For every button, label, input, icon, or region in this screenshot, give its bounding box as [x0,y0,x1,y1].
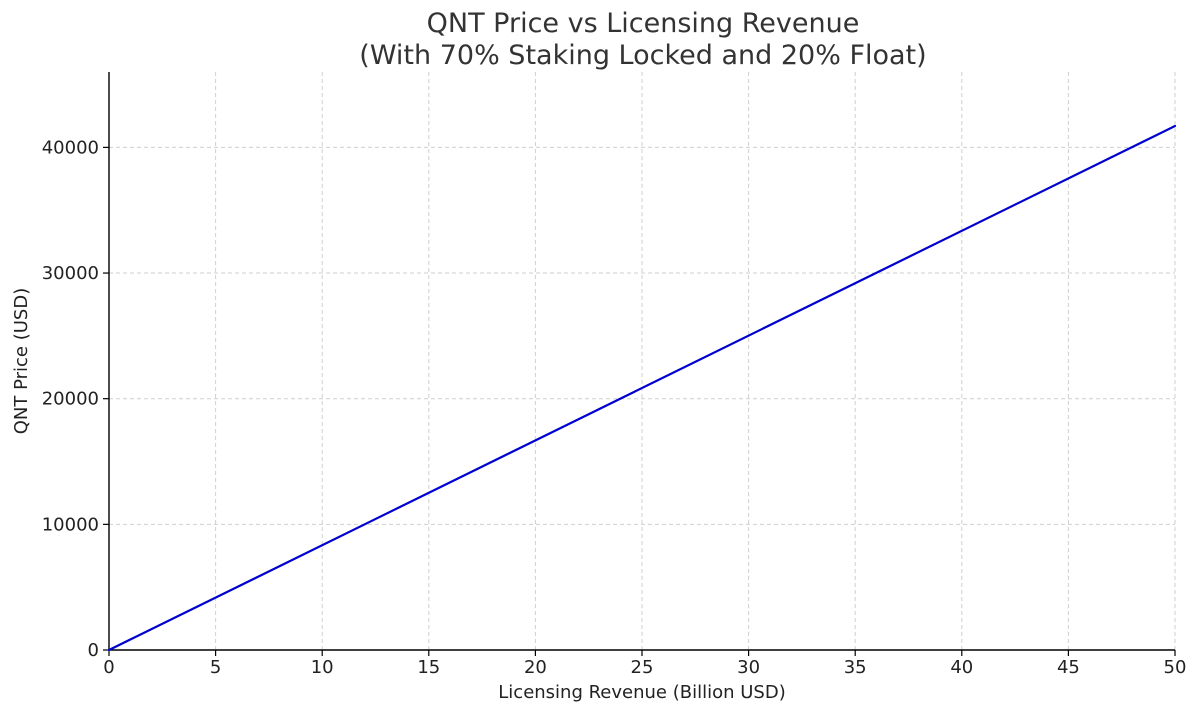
x-tick-label: 35 [844,657,867,678]
y-axis-label: QNT Price (USD) [11,288,32,435]
x-tick-label: 20 [524,657,547,678]
chart-subtitle: (With 70% Staking Locked and 20% Float) [359,40,926,71]
y-tick-label: 30000 [42,263,99,284]
x-tick-label: 40 [950,657,973,678]
x-tick-label: 0 [103,657,114,678]
y-axis-ticks: 0 10000 20000 30000 40000 [42,137,109,661]
chart-title: QNT Price vs Licensing Revenue [427,8,860,39]
x-tick-label: 25 [631,657,654,678]
x-tick-label: 5 [210,657,221,678]
grid [108,72,1176,651]
y-tick-label: 0 [88,640,99,661]
y-tick-label: 10000 [42,514,99,535]
x-axis-label: Licensing Revenue (Billion USD) [498,682,785,703]
x-tick-label: 50 [1164,657,1187,678]
y-tick-label: 40000 [42,137,99,158]
series-line [107,124,1177,652]
x-tick-label: 15 [417,657,440,678]
x-tick-label: 30 [737,657,760,678]
x-tick-label: 45 [1057,657,1080,678]
x-axis-ticks: 0 5 10 15 20 25 30 35 40 45 50 [103,650,1186,678]
x-tick-label: 10 [311,657,334,678]
series-layer [107,124,1177,652]
y-tick-label: 20000 [42,389,99,410]
